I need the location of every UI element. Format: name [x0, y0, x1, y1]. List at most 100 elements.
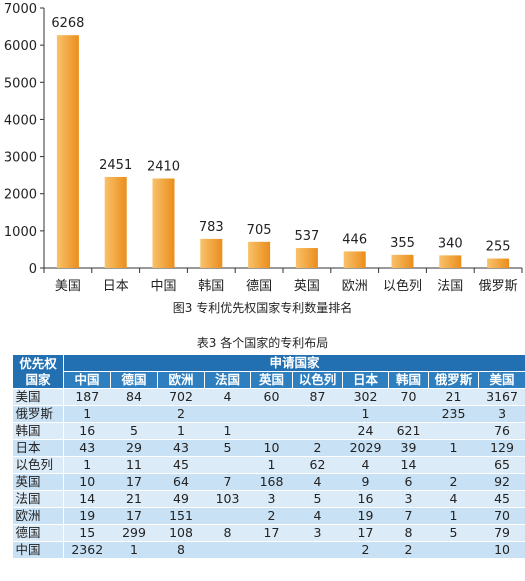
table-cell: 2: [388, 541, 429, 559]
row-label: 中国: [12, 541, 64, 559]
table-cell: 1: [342, 405, 389, 423]
table-cell: 129: [478, 439, 525, 457]
table-row: 日本 43 29 43 5 10 2 2029 39 1 129: [12, 439, 525, 457]
table-cell: 3: [388, 490, 429, 508]
row-label: 俄罗斯: [12, 405, 64, 423]
table-cell: 29: [110, 439, 158, 457]
table-cell: 70: [478, 507, 525, 525]
table-cell: 70: [388, 388, 429, 406]
x-axis: 美国 日本 中国 韩国 德国 英国 欧洲 以色列 法国 俄罗斯: [43, 267, 523, 294]
y-tick-label: 0: [29, 262, 37, 277]
table-cell: [292, 405, 343, 423]
x-tick-label: 英国: [294, 279, 320, 294]
table-cell: 87: [292, 388, 343, 406]
x-tick-label: 德国: [246, 279, 272, 294]
table-cell: [428, 422, 479, 440]
table-cell: 62: [292, 456, 343, 474]
bar: [439, 255, 462, 268]
table-cell: 4: [428, 490, 479, 508]
column-header: 俄罗斯: [428, 371, 479, 389]
table-cell: [250, 422, 293, 440]
table-cell: 64: [157, 473, 205, 491]
bar: [152, 178, 175, 268]
table-cell: 43: [157, 439, 205, 457]
x-tick-label: 美国: [55, 279, 81, 294]
table-cell: 1: [428, 507, 479, 525]
table-cell: 1: [250, 456, 293, 474]
table-cell: 2029: [342, 439, 389, 457]
table-cell: 187: [63, 388, 111, 406]
row-label: 日本: [12, 439, 64, 457]
table-cell: 4: [342, 456, 389, 474]
table-cell: 5: [204, 439, 251, 457]
table-row: 法国 14 21 49 103 3 5 16 3 4 45: [12, 490, 525, 508]
table-cell: 2: [157, 405, 205, 423]
table-cell: 1: [157, 422, 205, 440]
column-header: 以色列: [292, 371, 343, 389]
table-cell: 84: [110, 388, 158, 406]
table-cell: [204, 541, 251, 559]
x-tick-label: 欧洲: [342, 279, 368, 294]
bar: [56, 35, 79, 269]
corner-label-line2: 国家: [25, 371, 51, 387]
table-cell: 14: [63, 490, 111, 508]
table-cell: [428, 456, 479, 474]
table-cell: 45: [157, 456, 205, 474]
table-cell: [110, 405, 158, 423]
figure-caption: 图3 专利优先权国家专利数量排名: [172, 301, 353, 315]
row-label: 美国: [12, 388, 64, 406]
table-cell: [204, 405, 251, 423]
table-cell: 5: [428, 524, 479, 542]
table-cell: 16: [342, 490, 389, 508]
table-cell: 2: [292, 439, 343, 457]
column-header: 日本: [342, 371, 389, 389]
bar-value-label: 446: [342, 232, 367, 247]
table-cell: 79: [478, 524, 525, 542]
table-cell: 2: [250, 507, 293, 525]
table-cell: 8: [157, 541, 205, 559]
table-cell: 2: [428, 473, 479, 491]
table-cell: 19: [342, 507, 389, 525]
table-cell: [292, 422, 343, 440]
table-cell: 1: [428, 439, 479, 457]
bar-value-label: 6268: [51, 16, 84, 31]
y-tick-label: 1000: [4, 225, 37, 240]
table-cell: [204, 507, 251, 525]
table-cell: 7: [388, 507, 429, 525]
row-label: 法国: [12, 490, 64, 508]
y-tick-label: 4000: [4, 113, 37, 128]
table-cell: 8: [204, 524, 251, 542]
table-cell: [204, 456, 251, 474]
x-tick-label: 日本: [103, 279, 129, 294]
bar: [200, 238, 223, 268]
bar-chart: 0 1000 2000 3000 4000 5000 6000 7000 美国 日本 中国 韩国 德国…: [4, 2, 523, 294]
table-cell: 21: [110, 490, 158, 508]
table-cell: 21: [428, 388, 479, 406]
table-row: 英国 10 17 64 7 168 4 9 6 2 92: [12, 473, 525, 491]
table-row: 德国 15 299 108 8 17 3 17 8 5 79: [12, 524, 525, 542]
table-row: 中国 2362 1 8 2 2 10: [12, 541, 525, 559]
table-cell: 17: [250, 524, 293, 542]
table-cell: 1: [63, 456, 111, 474]
table-cell: 5: [110, 422, 158, 440]
table-cell: [250, 541, 293, 559]
table-cell: 1: [63, 405, 111, 423]
y-tick-label: 6000: [4, 39, 37, 54]
table-row: 以色列 1 11 45 1 62 4 14 65: [12, 456, 525, 474]
y-tick-label: 5000: [4, 76, 37, 91]
table-cell: 14: [388, 456, 429, 474]
table-cell: 19: [63, 507, 111, 525]
table-cell: 2: [342, 541, 389, 559]
table-cell: 702: [157, 388, 205, 406]
bar-value-label: 355: [390, 236, 415, 251]
table-cell: 8: [388, 524, 429, 542]
column-header: 韩国: [388, 371, 429, 389]
bars: [56, 35, 510, 269]
table-cell: 43: [63, 439, 111, 457]
table-cell: 151: [157, 507, 205, 525]
table-cell: 92: [478, 473, 525, 491]
table-cell: 10: [63, 473, 111, 491]
row-label: 以色列: [12, 456, 64, 474]
table-cell: 299: [110, 524, 158, 542]
patent-layout-table: 优先权 国家 申请国家 中国 德国 欧洲 法国 英国 以色列 日本 韩国 俄罗斯 美国 美国 187…: [12, 354, 525, 559]
